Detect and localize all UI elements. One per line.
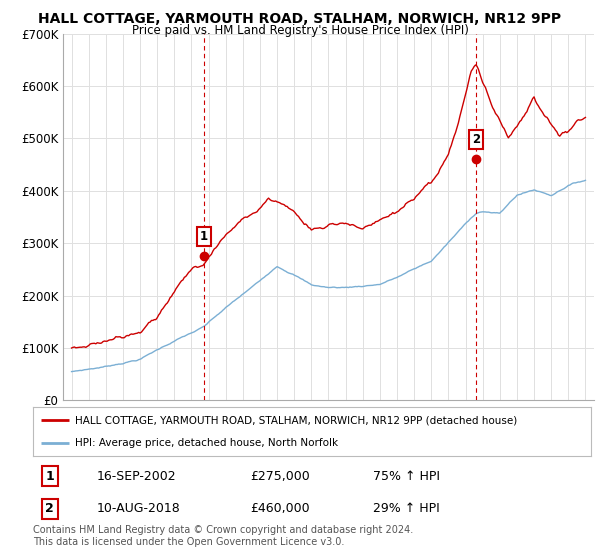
Text: HPI: Average price, detached house, North Norfolk: HPI: Average price, detached house, Nort… — [75, 438, 338, 448]
Text: HALL COTTAGE, YARMOUTH ROAD, STALHAM, NORWICH, NR12 9PP: HALL COTTAGE, YARMOUTH ROAD, STALHAM, NO… — [38, 12, 562, 26]
Text: £460,000: £460,000 — [251, 502, 310, 515]
Text: 2: 2 — [46, 502, 54, 515]
Text: 10-AUG-2018: 10-AUG-2018 — [97, 502, 181, 515]
Text: 1: 1 — [200, 230, 208, 243]
Text: 16-SEP-2002: 16-SEP-2002 — [97, 469, 177, 483]
Text: 75% ↑ HPI: 75% ↑ HPI — [373, 469, 440, 483]
Text: 2: 2 — [472, 133, 480, 146]
Text: Price paid vs. HM Land Registry's House Price Index (HPI): Price paid vs. HM Land Registry's House … — [131, 24, 469, 37]
Text: 29% ↑ HPI: 29% ↑ HPI — [373, 502, 440, 515]
Text: £275,000: £275,000 — [251, 469, 310, 483]
Text: HALL COTTAGE, YARMOUTH ROAD, STALHAM, NORWICH, NR12 9PP (detached house): HALL COTTAGE, YARMOUTH ROAD, STALHAM, NO… — [75, 416, 517, 426]
Text: 1: 1 — [46, 469, 54, 483]
Text: Contains HM Land Registry data © Crown copyright and database right 2024.
This d: Contains HM Land Registry data © Crown c… — [33, 525, 413, 547]
